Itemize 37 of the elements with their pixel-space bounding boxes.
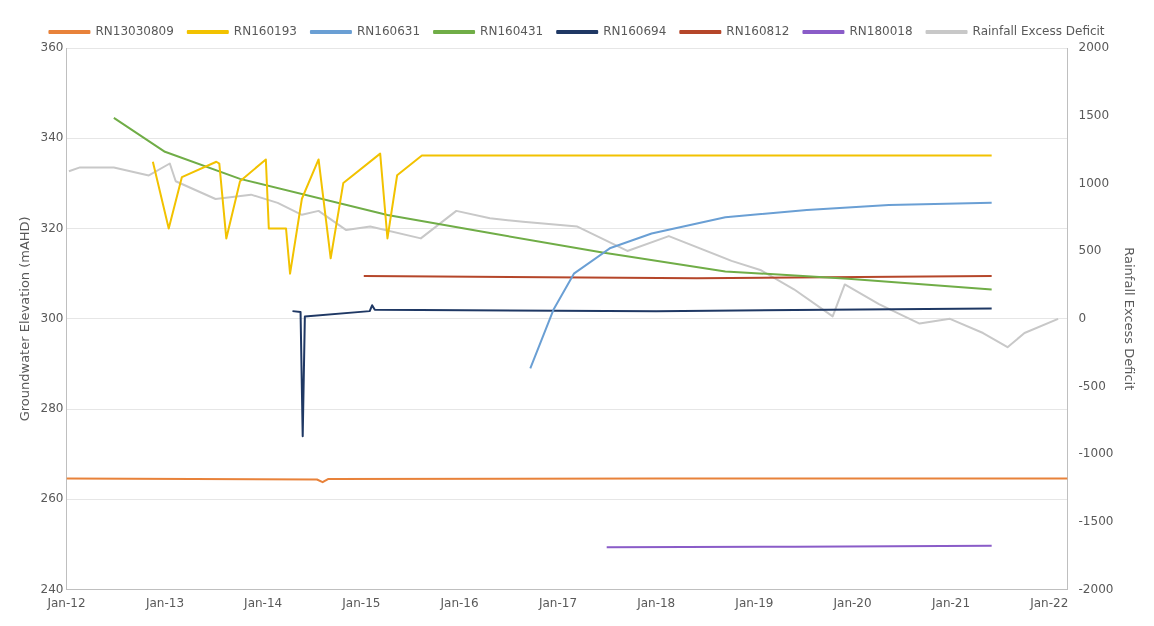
y2-axis-title: Rainfall Excess Deficit	[1121, 247, 1137, 391]
y2-tick-label: -1000	[1078, 446, 1114, 461]
legend-label: RN160431	[480, 24, 544, 39]
y-tick-label: 340	[40, 130, 64, 145]
x-tick-label: Jan-17	[537, 595, 578, 610]
x-tick-label: Jan-12	[46, 595, 86, 610]
x-tick-label: Jan-22	[1029, 595, 1069, 610]
x-tick-label: Jan-14	[243, 595, 283, 610]
legend-label: RN160694	[603, 24, 667, 39]
y2-tick-label: -500	[1078, 378, 1106, 393]
y2-tick-label: 500	[1078, 243, 1102, 258]
y-tick-label: 300	[40, 310, 64, 325]
legend-label: Rainfall Excess Deficit	[972, 24, 1105, 39]
y2-tick-label: -2000	[1078, 581, 1114, 596]
y-tick-label: 280	[40, 401, 64, 416]
y2-tick-label: 2000	[1078, 40, 1110, 55]
legend-label: RN160193	[233, 24, 297, 39]
y2-tick-label: -1500	[1078, 514, 1114, 529]
x-tick-label: Jan-21	[930, 595, 971, 610]
legend-label: RN180018	[849, 24, 913, 39]
legend-label: RN13030809	[95, 24, 174, 39]
y-tick-label: 260	[40, 491, 64, 506]
legend-label: RN160631	[356, 24, 421, 39]
y-tick-label: 320	[40, 220, 64, 235]
x-tick-label: Jan-18	[636, 595, 676, 610]
legend-label: RN160812	[726, 24, 790, 39]
x-tick-label: Jan-20	[832, 595, 872, 610]
x-tick-label: Jan-15	[341, 595, 381, 610]
y2-tick-label: 1500	[1078, 107, 1110, 122]
y2-tick-label: 0	[1078, 310, 1087, 325]
y2-tick-label: 1000	[1078, 175, 1110, 190]
y-axis-title: Groundwater Elevation (mAHD)	[17, 216, 33, 422]
y-tick-label: 240	[40, 581, 64, 596]
x-tick-label: Jan-16	[439, 595, 479, 610]
y-tick-label: 360	[40, 40, 64, 55]
x-tick-label: Jan-13	[144, 595, 185, 610]
x-tick-label: Jan-19	[734, 595, 774, 610]
